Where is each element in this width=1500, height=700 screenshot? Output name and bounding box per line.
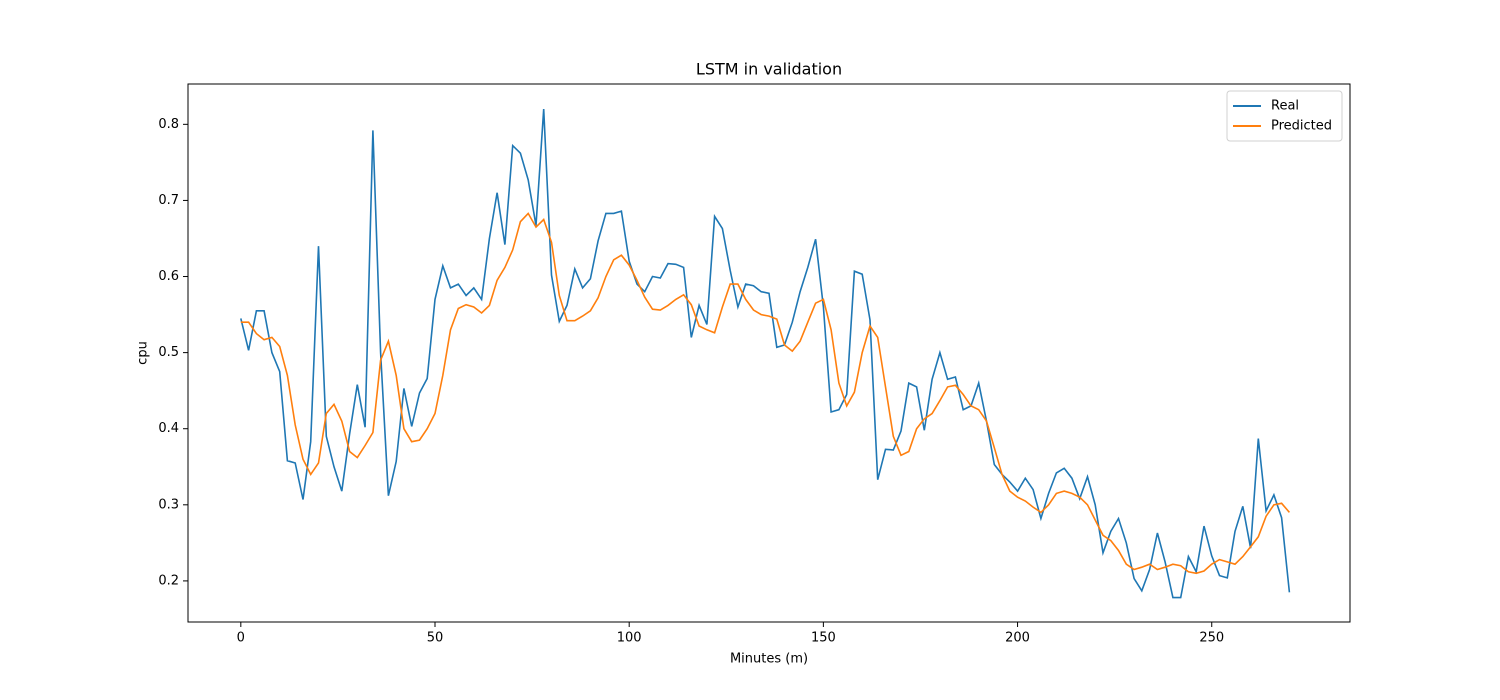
y-tick-label: 0.3 (158, 497, 179, 512)
y-tick-label: 0.2 (158, 573, 179, 588)
chart-title: LSTM in validation (696, 60, 842, 79)
series-line (240, 212, 1291, 575)
x-tick-label: 250 (1199, 631, 1224, 646)
x-tick-label: 0 (237, 631, 245, 646)
x-tick-label: 150 (811, 631, 836, 646)
series-line (240, 109, 1291, 599)
plot-frame (187, 83, 1351, 623)
y-tick-label: 0.8 (158, 117, 179, 132)
x-tick-label: 50 (427, 631, 444, 646)
y-tick-label: 0.6 (158, 269, 179, 284)
x-tick-label: 200 (1005, 631, 1030, 646)
y-tick-label: 0.5 (158, 345, 179, 360)
legend-box (1226, 90, 1343, 142)
x-tick-label: 100 (617, 631, 642, 646)
y-axis-label: cpu (136, 341, 151, 365)
y-tick-label: 0.7 (158, 193, 179, 208)
legend-label: Predicted (1271, 119, 1332, 134)
legend: Real Predicted (1226, 90, 1343, 142)
x-axis-label: Minutes (m) (730, 652, 808, 667)
y-tick-label: 0.4 (158, 421, 179, 436)
legend-label: Real (1271, 99, 1299, 114)
